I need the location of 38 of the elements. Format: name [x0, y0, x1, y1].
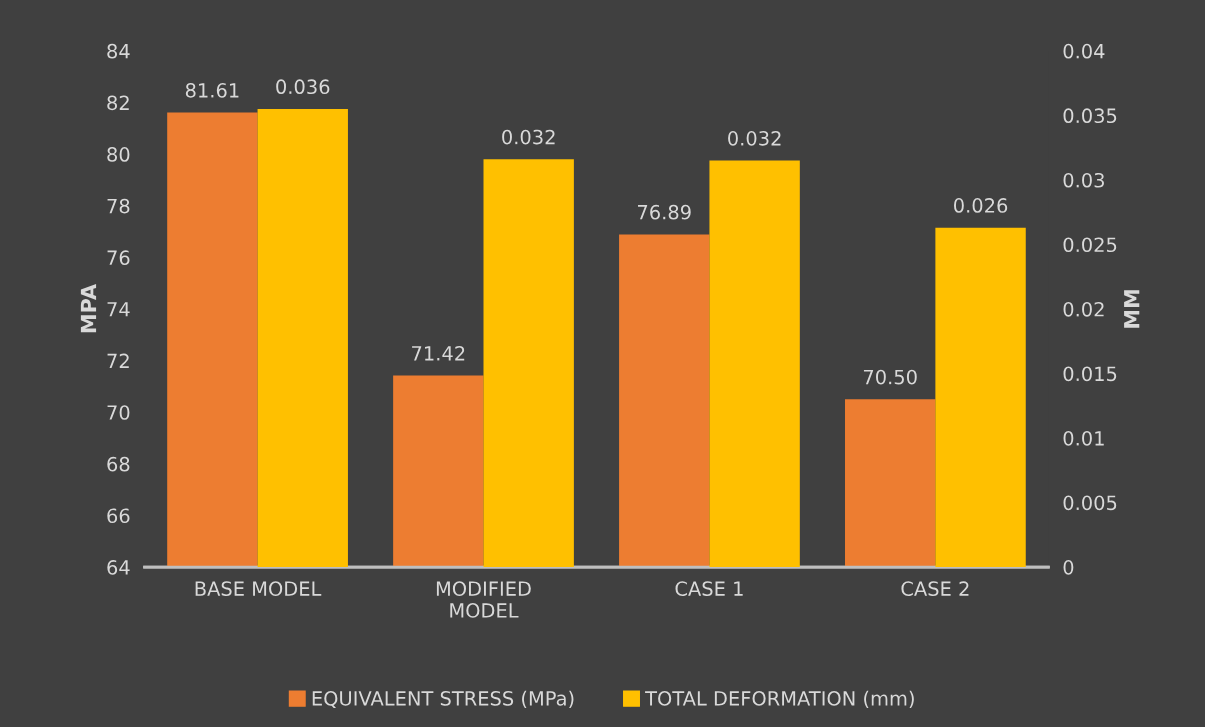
- y2-tick-label: 0.03: [1063, 172, 1104, 188]
- data-label: 70.50: [863, 369, 917, 385]
- y2-tick-label: 0: [1063, 560, 1074, 575]
- y-tick-label: 68: [107, 456, 130, 472]
- y-axis-title: MPA: [80, 283, 97, 333]
- y-tick-label: 84: [107, 43, 130, 59]
- data-label: 0.026: [954, 198, 1008, 213]
- y2-tick-label: 0.005: [1063, 495, 1117, 511]
- bar: [483, 159, 574, 568]
- y-tick-label: 74: [107, 302, 130, 317]
- legend-label: TOTAL DEFORMATION (mm): [645, 690, 914, 709]
- y-tick-label: 72: [107, 353, 129, 368]
- x-tick-label: CASE 2: [901, 581, 969, 596]
- y-tick-label: 70: [107, 405, 130, 420]
- y-tick-label: 64: [107, 560, 130, 575]
- data-label: 0.032: [502, 129, 555, 145]
- y-tick-label: 76: [107, 250, 130, 266]
- x-tick-label: CASE 1: [675, 581, 743, 596]
- y-tick-label: 80: [107, 147, 130, 162]
- y2-tick-label: 0.02: [1063, 301, 1104, 317]
- data-label: 81.61: [185, 82, 239, 98]
- y2-tick-label: 0.04: [1063, 43, 1105, 59]
- y-tick-label: 66: [107, 508, 130, 524]
- x-tick-label: BASE MODEL: [195, 581, 322, 596]
- data-label: 76.89: [638, 204, 691, 220]
- y2-tick-label: 0.01: [1063, 430, 1104, 446]
- data-label: 71.42: [412, 345, 465, 361]
- bar: [935, 227, 1026, 568]
- y2-tick-label: 0.035: [1063, 108, 1117, 124]
- y-tick-label: 78: [107, 198, 130, 214]
- x-tick-label: MODIFIED MODEL: [436, 581, 531, 618]
- data-label: 0.036: [276, 79, 330, 95]
- y-tick-label: 82: [107, 95, 129, 111]
- legend-label: EQUIVALENT STRESS (MPa): [312, 690, 574, 709]
- data-label: 0.032: [728, 130, 781, 146]
- y2-axis-title: MM: [1124, 290, 1140, 328]
- y2-tick-label: 0.025: [1063, 237, 1117, 253]
- y2-tick-label: 0.015: [1063, 366, 1117, 382]
